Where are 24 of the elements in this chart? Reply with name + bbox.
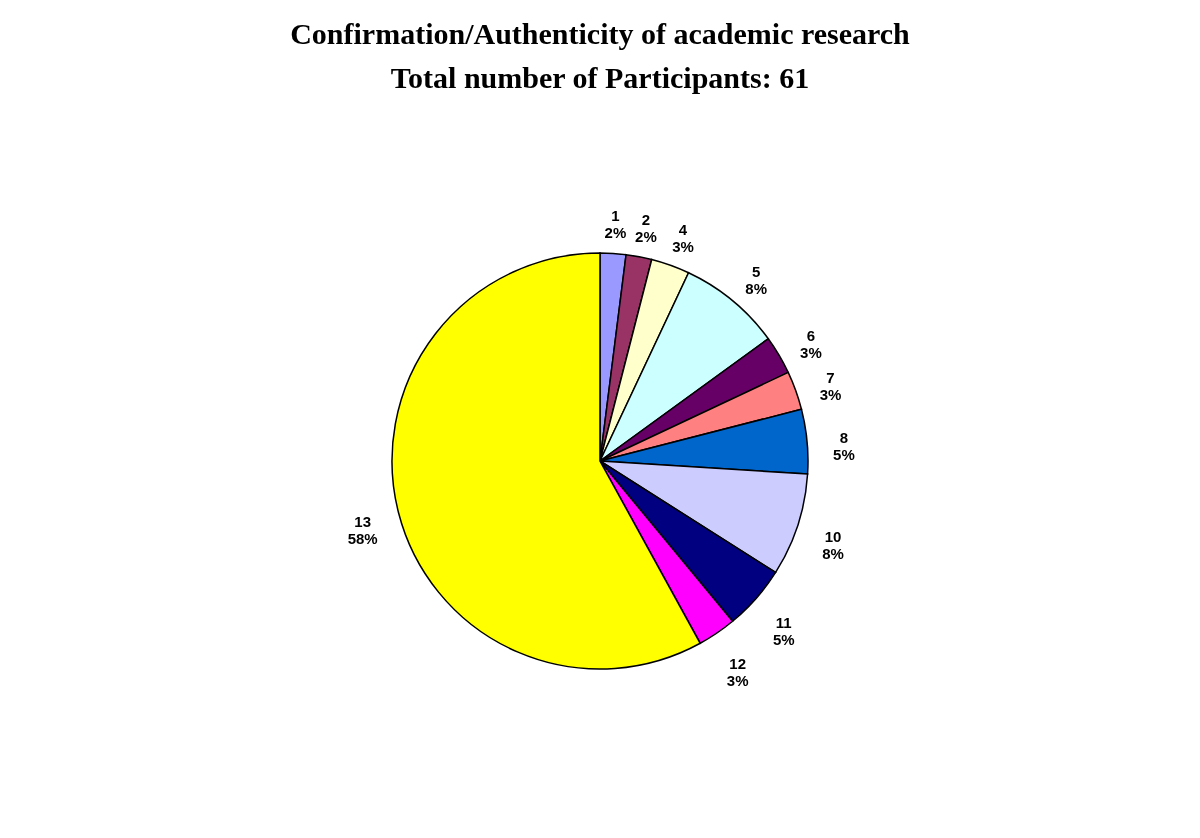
data-label: 58% xyxy=(347,529,378,547)
data-label: 3% xyxy=(672,238,694,256)
data-label: 3% xyxy=(800,344,822,362)
slice-label: 6 xyxy=(806,327,816,345)
slice-label: 13 xyxy=(354,512,372,530)
data-label: 5% xyxy=(833,445,855,463)
chart-title: Confirmation/Authenticity of academic research xyxy=(290,17,911,50)
slice-label: 4 xyxy=(678,221,688,239)
data-label: 2% xyxy=(604,224,627,242)
slice-label: 12 xyxy=(729,654,747,672)
data-label: 3% xyxy=(819,386,842,404)
slice-label: 2 xyxy=(641,211,651,229)
data-label: 2% xyxy=(635,228,657,246)
data-label: 8% xyxy=(745,280,768,298)
data-label: 5% xyxy=(772,631,795,649)
slice-label: 8 xyxy=(839,428,849,446)
chart-subtitle: Total number of Participants: 61 xyxy=(390,61,810,94)
slice-label: 11 xyxy=(775,614,792,632)
data-label: 3% xyxy=(726,671,749,689)
data-label: 8% xyxy=(822,544,844,562)
slice-label: 7 xyxy=(826,369,835,387)
slice-label: 1 xyxy=(611,207,620,225)
slice-label: 10 xyxy=(824,527,842,545)
slice-label: 5 xyxy=(752,263,761,281)
